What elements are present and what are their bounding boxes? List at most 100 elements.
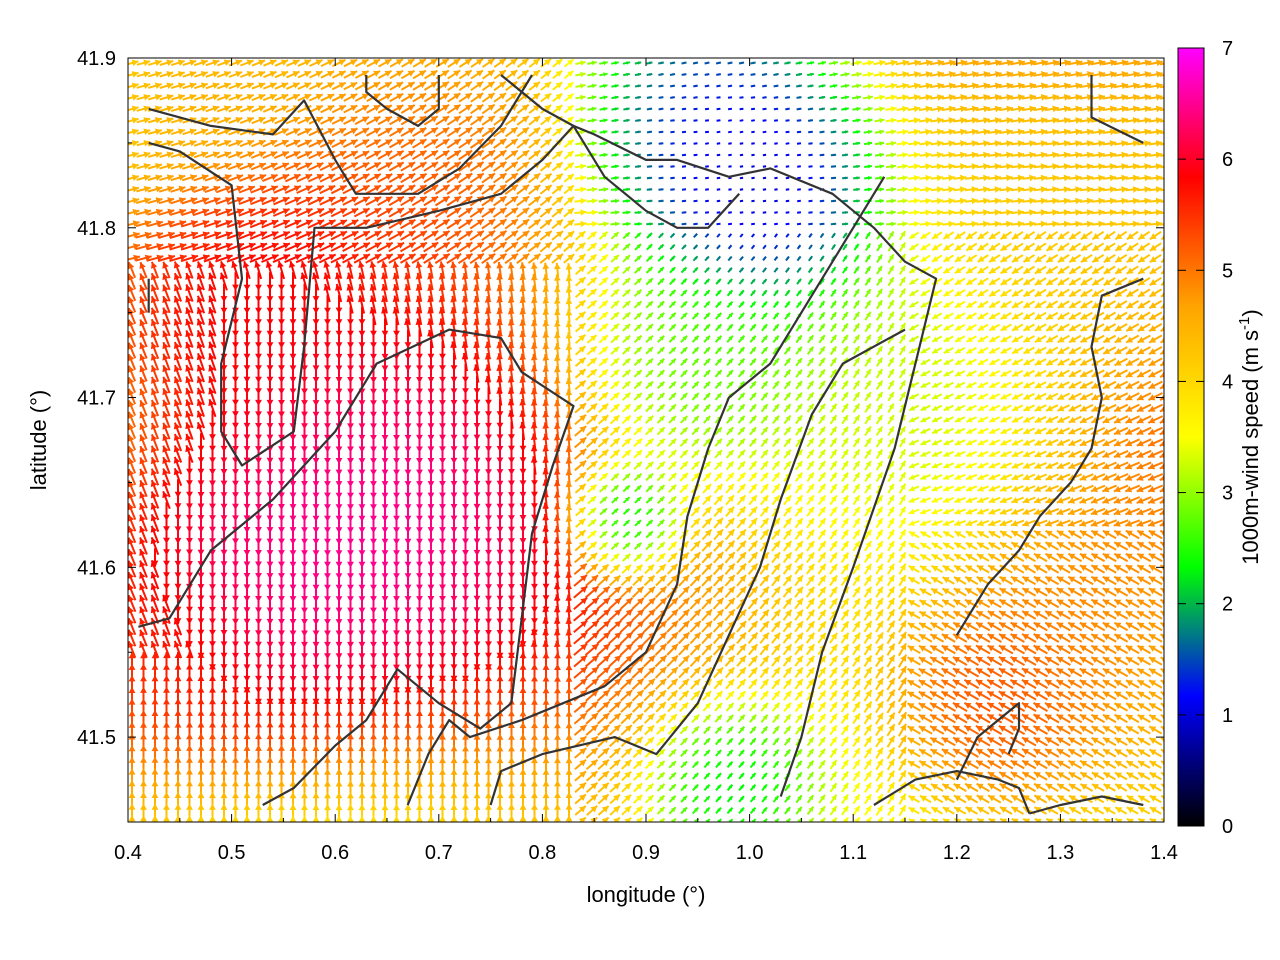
wind-arrow [908, 485, 920, 492]
wind-arrow [1136, 552, 1152, 563]
wind-arrow [1079, 541, 1094, 551]
wind-arrow [657, 289, 665, 297]
wind-arrow [516, 126, 530, 138]
wind-arrow [759, 586, 770, 598]
wind-arrow [586, 276, 598, 287]
wind-arrow [726, 335, 734, 343]
wind-arrow [796, 244, 802, 250]
wind-arrow [705, 199, 709, 203]
wind-arrow [1022, 300, 1036, 309]
wind-arrow [691, 392, 700, 401]
wind-arrow [365, 207, 382, 218]
wind-arrow [841, 107, 849, 111]
wind-arrow [999, 575, 1013, 586]
wind-arrow [669, 73, 676, 76]
wind-arrow [817, 472, 827, 482]
wind-arrow [1000, 288, 1012, 298]
wind-arrow [999, 140, 1013, 147]
wind-arrow [1159, 131, 1164, 134]
wind-arrow [681, 165, 687, 168]
wind-arrow [470, 103, 484, 115]
wind-arrow [761, 334, 768, 344]
wind-arrow [953, 163, 967, 170]
wind-arrow [887, 529, 895, 540]
wind-arrow [737, 346, 746, 355]
wind-arrow [656, 484, 666, 493]
wind-arrow [599, 496, 608, 504]
wind-arrow [1113, 621, 1129, 632]
wind-arrow [388, 173, 405, 183]
wind-arrow [908, 254, 920, 263]
wind-arrow [988, 485, 1001, 492]
wind-arrow [493, 115, 507, 126]
wind-arrow [146, 220, 164, 228]
wind-arrow [552, 104, 563, 114]
wind-arrow [296, 196, 313, 206]
wind-arrow [469, 207, 485, 218]
wind-arrow [737, 335, 746, 343]
wind-arrow [1045, 230, 1059, 241]
wind-arrow [853, 288, 860, 298]
wind-arrow [852, 334, 861, 344]
wind-arrow [784, 84, 791, 88]
wind-arrow [887, 391, 895, 402]
wind-arrow [748, 678, 758, 690]
wind-arrow [864, 448, 872, 460]
wind-arrow [147, 128, 163, 135]
wind-arrow [1102, 357, 1117, 367]
wind-arrow [377, 115, 393, 126]
wind-arrow [885, 117, 897, 124]
wind-arrow [739, 119, 744, 122]
wind-arrow [692, 278, 699, 285]
wind-arrow [586, 322, 598, 333]
wind-arrow [551, 184, 564, 195]
wind-arrow [887, 494, 895, 506]
wind-arrow [539, 207, 553, 218]
wind-arrow [796, 289, 802, 297]
wind-arrow [1021, 59, 1037, 67]
wind-arrow [896, 163, 909, 170]
wind-arrow [977, 242, 989, 252]
wind-arrow [953, 576, 967, 585]
wind-arrow [747, 551, 759, 564]
wind-arrow [458, 103, 473, 115]
wind-arrow [679, 403, 689, 413]
wind-arrow [597, 574, 610, 587]
wind-arrow [841, 506, 849, 517]
wind-arrow [908, 462, 920, 469]
wind-arrow [586, 425, 598, 437]
wind-arrow [423, 184, 439, 195]
wind-arrow [599, 118, 608, 123]
wind-arrow [1102, 621, 1117, 632]
wind-arrow [920, 231, 931, 240]
wind-arrow [1034, 300, 1047, 309]
wind-arrow [262, 173, 278, 183]
wind-arrow [493, 126, 507, 138]
wind-arrow [852, 380, 861, 390]
wind-arrow [897, 665, 908, 680]
wind-arrow [1160, 234, 1164, 241]
wind-arrow [930, 610, 944, 620]
wind-arrow [1148, 105, 1163, 113]
wind-arrow [645, 311, 654, 321]
wind-arrow [1057, 392, 1070, 401]
wind-arrow [1125, 552, 1140, 563]
wind-arrow [703, 358, 711, 366]
wind-arrow [704, 222, 710, 226]
wind-arrow [622, 231, 631, 240]
wind-arrow [726, 369, 734, 378]
wind-arrow [261, 185, 279, 194]
wind-arrow [761, 312, 768, 320]
wind-arrow [977, 416, 989, 423]
wind-arrow [1068, 300, 1082, 309]
wind-arrow [608, 620, 622, 633]
wind-arrow [1148, 529, 1163, 540]
wind-arrow [668, 403, 677, 413]
wind-arrow [205, 151, 220, 159]
wind-arrow [228, 151, 243, 159]
wind-arrow [954, 289, 966, 297]
wind-arrow [681, 188, 687, 191]
wind-arrow [1067, 587, 1083, 597]
wind-arrow [830, 266, 837, 274]
wind-arrow [1080, 230, 1093, 241]
